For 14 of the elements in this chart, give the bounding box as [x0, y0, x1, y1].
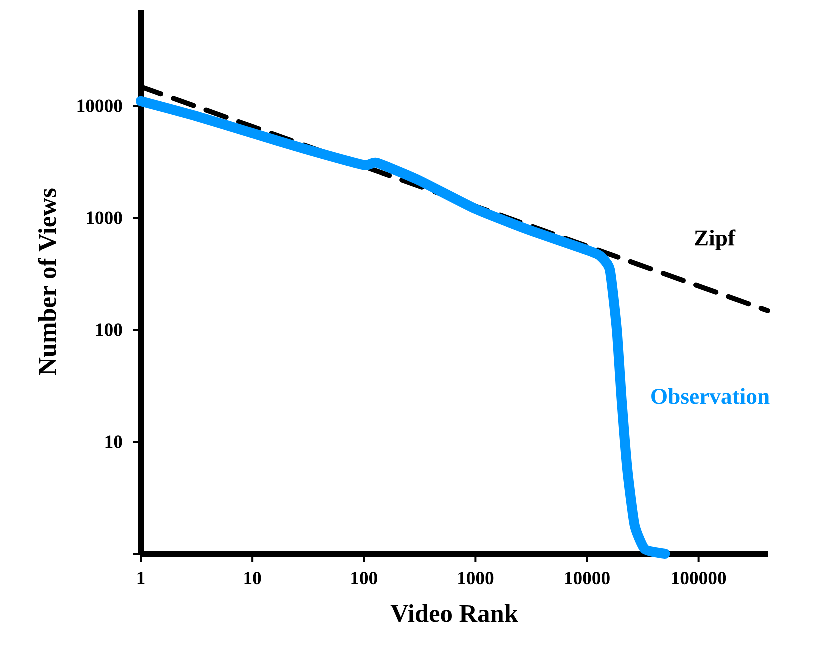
y-tick-label: 10000: [78, 100, 122, 112]
series-label: Observation: [652, 388, 770, 404]
y-tick-label: 1000: [87, 212, 122, 224]
x-axis-title: Video Rank: [390, 604, 518, 622]
y-axis-title: Number of Views: [38, 188, 56, 376]
x-tick-label: 10000: [565, 572, 610, 585]
x-tick-label: 1: [138, 572, 145, 584]
y-tick-label: 100: [96, 324, 122, 336]
x-tick-label: 10: [244, 572, 262, 585]
y-tick-label: 10: [106, 436, 122, 448]
x-tick-label: 100000: [672, 572, 726, 585]
x-tick-label: 1000: [458, 572, 494, 585]
x-tick-label: 100: [352, 572, 378, 585]
series-label: Zipf: [695, 230, 736, 250]
